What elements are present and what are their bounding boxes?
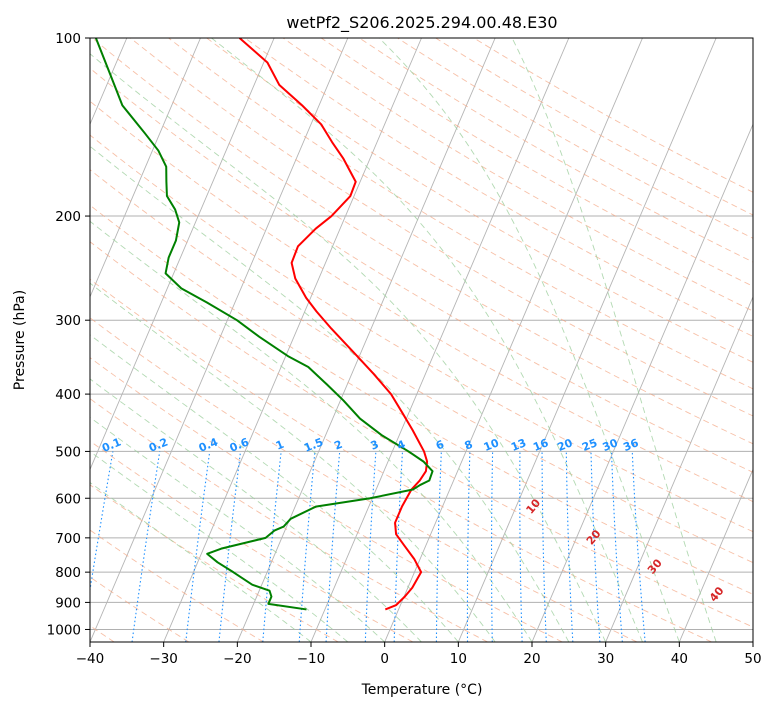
dry-adiabat [282, 38, 753, 312]
dry-adiabat [90, 317, 638, 642]
y-tick-label: 300 [55, 313, 81, 329]
mixing-ratio-label: 10 [482, 436, 501, 454]
axis-ticks: −40 −30 −20 −10 0 10 20 30 40 50 1000 900 800 700 600 5… [47, 31, 762, 667]
y-tick-label: 900 [55, 595, 81, 611]
mixing-ratio-line [131, 451, 161, 642]
moist-adiabat [90, 481, 312, 642]
y-tick-label: 800 [55, 565, 81, 581]
dry-adiabat [90, 278, 712, 642]
dry-adiabat [168, 38, 753, 390]
x-axis-title: Temperature (°C) [361, 682, 483, 698]
dry-adiabat [90, 100, 753, 503]
isotherm [90, 38, 275, 471]
moist-adiabat [90, 145, 570, 642]
x-tick-label: 0 [380, 651, 389, 667]
mixing-ratio-line [185, 451, 211, 642]
dry-adiabat [90, 169, 753, 564]
moist-adiabat [511, 38, 717, 642]
y-tick-label: 600 [55, 491, 81, 507]
plot-lines [90, 38, 753, 642]
y-axis-title: Pressure (hPa) [12, 290, 28, 390]
y-tick-label: 400 [55, 387, 81, 403]
x-tick-label: −10 [297, 651, 326, 667]
x-tick-label: 40 [671, 651, 688, 667]
mixing-ratio-line [218, 451, 242, 642]
mixing-ratio-label: 30 [601, 436, 620, 454]
x-tick-label: 30 [597, 651, 614, 667]
dry-adiabat [90, 204, 753, 595]
x-tick-label: 50 [744, 651, 761, 667]
moist-adiabat [90, 53, 607, 642]
isotherm [605, 295, 753, 642]
mixing-ratio-label: 20 [555, 436, 574, 454]
mixing-ratio-label: 1 [274, 438, 286, 453]
isotherm [163, 38, 422, 642]
isotherm [90, 38, 349, 642]
moist-adiabat [211, 38, 643, 642]
isotherm [236, 38, 496, 642]
y-tick-label: 700 [55, 531, 81, 547]
dry-adiabat [90, 241, 753, 628]
x-tick-label: −20 [223, 651, 252, 667]
dry-adiabat [130, 38, 753, 417]
x-tick-label: −40 [76, 651, 105, 667]
mixing-ratio-label: 25 [580, 436, 599, 454]
chart-title: wetPf2_S206.2025.294.00.48.E30 [286, 13, 557, 33]
mixing-ratio-label: 2 [332, 438, 344, 453]
y-tick-label: 500 [55, 444, 81, 460]
isotherm [384, 38, 643, 642]
moist-adiabat [378, 38, 680, 642]
mixing-ratio-label: 8 [463, 438, 475, 453]
isotherm [457, 38, 717, 642]
moist-adiabat [90, 416, 385, 642]
mixing-ratio-label: 36 [621, 436, 640, 454]
y-tick-label: 1000 [47, 622, 81, 638]
dewpoint-line [94, 38, 434, 611]
dry-adiabat [90, 357, 563, 642]
temperature-line [238, 38, 429, 611]
y-tick-label: 200 [55, 209, 81, 225]
y-tick-label: 100 [55, 31, 81, 47]
isotherm [531, 123, 753, 642]
x-tick-label: −30 [149, 651, 178, 667]
isotherm [752, 640, 753, 642]
plot-background [90, 38, 753, 642]
mixing-ratio-label: 13 [509, 436, 528, 454]
mixing-ratio-label: 3 [369, 438, 381, 453]
dry-adiabat [90, 529, 264, 642]
isotherm [678, 468, 753, 642]
dry-adiabat [90, 484, 339, 642]
x-tick-label: 20 [523, 651, 540, 667]
x-tick-label: 10 [450, 651, 467, 667]
isotherm [90, 38, 201, 299]
moist-adiabat [90, 282, 496, 642]
plot-frame [89, 37, 754, 643]
moist-adiabat [90, 334, 459, 642]
mixing-ratio-label: 16 [531, 436, 550, 454]
dry-adiabat [244, 38, 753, 337]
dry-adiabat [90, 134, 753, 533]
mixing-ratio-line [90, 451, 114, 594]
dry-adiabat [91, 38, 753, 445]
